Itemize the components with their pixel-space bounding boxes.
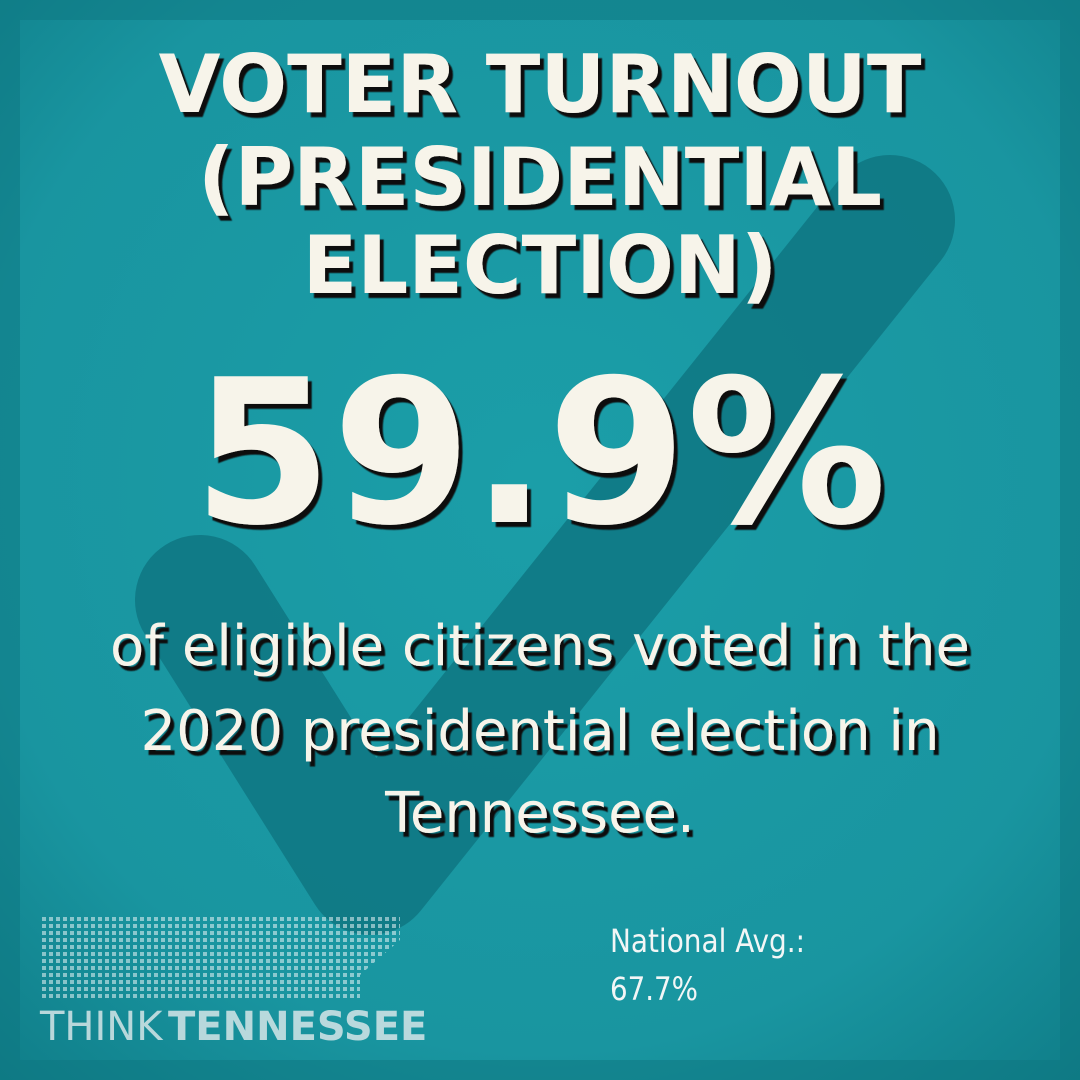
title-line: VOTER TURNOUT bbox=[159, 38, 922, 131]
description-line: 2020 presidential election in bbox=[141, 699, 940, 764]
logo-map bbox=[40, 915, 400, 1000]
national-label: National Avg.: bbox=[610, 922, 805, 960]
logo-tennessee: TENNESSEE bbox=[168, 1004, 427, 1050]
logo-think: THINK bbox=[39, 1004, 164, 1050]
stat-value: 59.9% bbox=[193, 337, 887, 570]
title-line: ELECTION) bbox=[303, 219, 778, 312]
checkmark bbox=[135, 155, 955, 935]
title-line: (PRESIDENTIAL bbox=[198, 131, 882, 224]
description-line: of eligible citizens voted in the bbox=[110, 614, 970, 679]
national-value: 67.7% bbox=[610, 970, 698, 1008]
description-line: Tennessee. bbox=[384, 781, 695, 846]
